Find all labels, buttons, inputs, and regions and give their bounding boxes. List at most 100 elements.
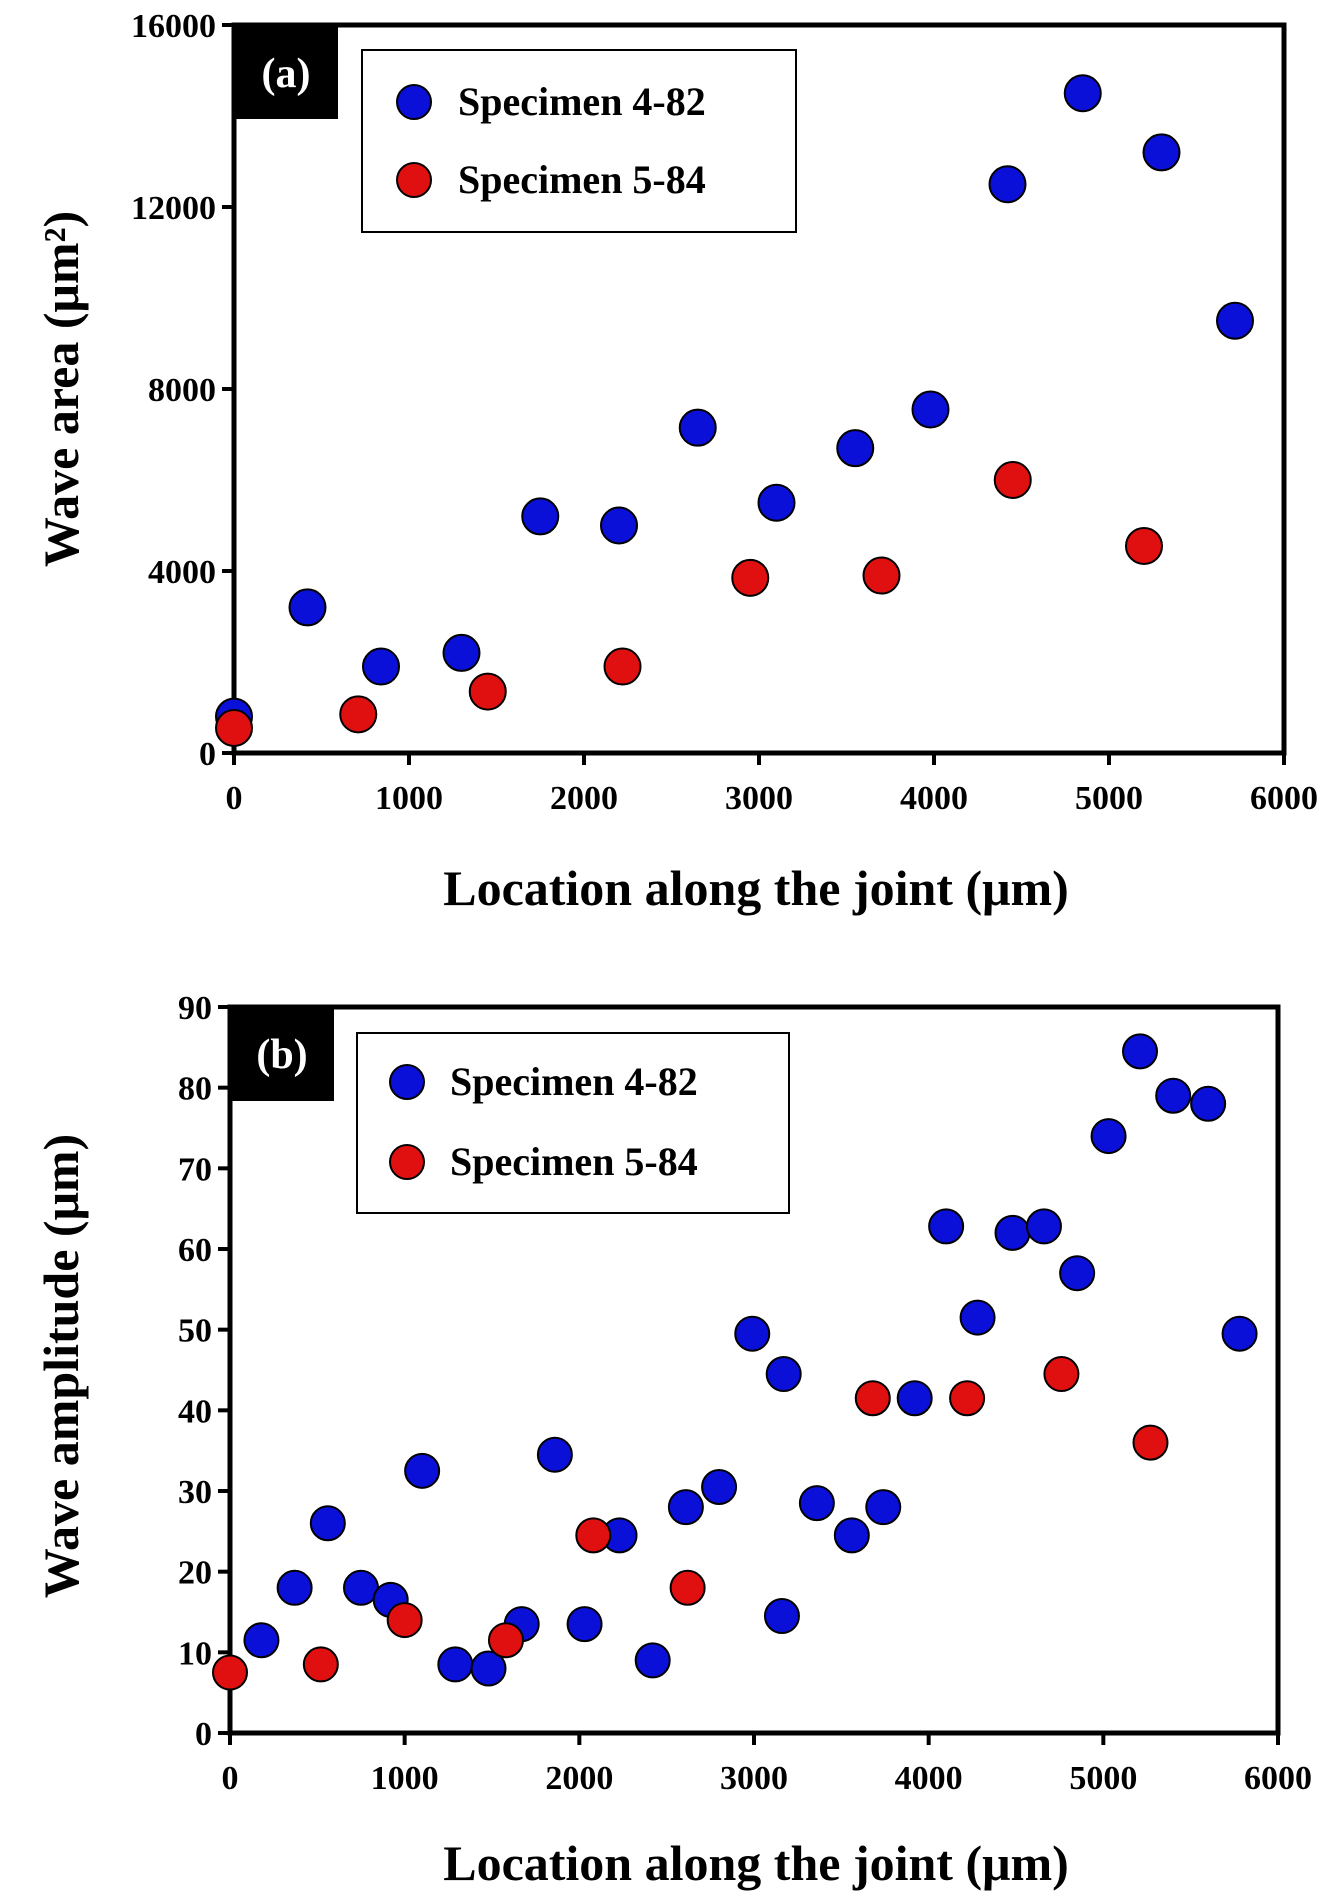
data-points-b [212, 1033, 1258, 1691]
x-tick-label-a: 2000 [550, 780, 618, 817]
data-point-specimen-5-84-a [215, 708, 253, 747]
data-point-specimen-4-82-b [437, 1646, 474, 1683]
x-tick-label-b: 2000 [545, 1760, 613, 1797]
y-axis-title-a: Wave area (μm²) [33, 211, 89, 567]
x-tick-label-b: 0 [222, 1760, 239, 1797]
y-tick-label-b: 20 [178, 1555, 212, 1592]
y-tick-label-b: 60 [178, 1232, 212, 1269]
tick-labels-b: 0 1000 2000 3000 4000 5000 6000 0 10 20 30 40 50 60 70… [178, 990, 1312, 1797]
data-point-specimen-4-82-b [833, 1517, 870, 1554]
data-point-specimen-5-84-b [487, 1622, 524, 1659]
y-tick-label-b: 10 [178, 1635, 212, 1672]
panel-label-box-b [230, 1007, 334, 1101]
y-tick-label-a: 0 [199, 736, 216, 773]
y-tick-label-a: 12000 [131, 190, 216, 227]
y-tick-label-b: 0 [195, 1716, 212, 1753]
x-tick-label-b: 1000 [371, 1760, 439, 1797]
x-tick-label-b: 3000 [720, 1760, 788, 1797]
data-point-specimen-5-84-b [1043, 1356, 1080, 1393]
data-point-specimen-4-82-a [678, 408, 717, 447]
data-point-specimen-4-82-a [836, 429, 875, 468]
data-point-specimen-5-84-b [386, 1602, 423, 1639]
x-axis-title-b: Location along the joint (μm) [443, 1835, 1069, 1891]
data-point-specimen-4-82-a [521, 497, 560, 536]
data-point-specimen-4-82-b [1122, 1033, 1159, 1070]
x-tick-label-a: 4000 [900, 780, 968, 817]
legend-box-a [361, 49, 797, 233]
legend-marker-specimen-4-82-b [389, 1064, 425, 1100]
data-point-specimen-4-82-b [959, 1299, 996, 1336]
data-point-specimen-4-82-b [896, 1380, 933, 1417]
panel-label-box-a [234, 25, 338, 119]
data-point-specimen-4-82-b [765, 1356, 802, 1393]
legend-marker-specimen-5-84-a [396, 162, 432, 198]
data-point-specimen-5-84-a [731, 558, 770, 597]
x-tick-label-b: 4000 [895, 1760, 963, 1797]
data-point-specimen-4-82-b [470, 1650, 507, 1687]
data-point-specimen-4-82-b [1025, 1208, 1062, 1245]
data-point-specimen-4-82-b [928, 1208, 965, 1245]
legend-label-specimen-5-84-a: Specimen 5-84 [458, 157, 706, 202]
legend-label-specimen-4-82-a: Specimen 4-82 [458, 79, 706, 124]
legend-label-specimen-4-82-b: Specimen 4-82 [450, 1059, 698, 1104]
data-point-specimen-4-82-b [1090, 1118, 1127, 1155]
data-point-specimen-4-82-a [988, 165, 1027, 204]
data-point-specimen-4-82-b [734, 1315, 771, 1352]
y-tick-label-b: 90 [178, 990, 212, 1027]
data-point-specimen-4-82-b [243, 1622, 280, 1659]
data-point-specimen-4-82-a [1063, 74, 1102, 113]
data-point-specimen-4-82-b [1221, 1315, 1258, 1352]
y-tick-label-b: 70 [178, 1151, 212, 1188]
data-point-specimen-5-84-a [1125, 526, 1163, 565]
data-point-specimen-4-82-a [600, 506, 638, 545]
y-axis-title-b: Wave amplitude (μm) [33, 1134, 89, 1598]
data-point-specimen-4-82-a [1142, 133, 1181, 172]
data-point-specimen-4-82-b [404, 1452, 441, 1489]
data-point-specimen-4-82-a [442, 633, 481, 672]
data-point-specimen-4-82-b [536, 1436, 573, 1473]
legend-label-specimen-5-84-b: Specimen 5-84 [450, 1139, 698, 1184]
legend-marker-specimen-4-82-a [396, 84, 432, 120]
data-point-specimen-5-84-a [339, 695, 378, 734]
y-tick-label-a: 4000 [148, 554, 216, 591]
data-point-specimen-4-82-a [362, 647, 400, 686]
legend-box-b [356, 1032, 790, 1214]
y-tick-label-b: 40 [178, 1393, 212, 1430]
data-point-specimen-5-84-b [575, 1517, 612, 1554]
data-point-specimen-4-82-b [798, 1485, 835, 1522]
legend-a: Specimen 4-82 Specimen 5-84 [361, 49, 797, 233]
data-point-specimen-5-84-b [302, 1646, 339, 1683]
data-point-specimen-5-84-b [949, 1380, 986, 1417]
y-tick-label-b: 80 [178, 1071, 212, 1108]
data-point-specimen-4-82-a [911, 390, 950, 429]
panel-label-a: (a) [262, 51, 311, 97]
data-point-specimen-4-82-b [865, 1489, 902, 1526]
data-point-specimen-4-82-b [1059, 1255, 1096, 1292]
data-point-specimen-4-82-a [1216, 301, 1254, 340]
data-point-specimen-4-82-b [566, 1606, 603, 1643]
data-point-specimen-4-82-b [276, 1569, 313, 1606]
data-point-specimen-5-84-a [862, 556, 901, 595]
data-point-specimen-5-84-a [468, 672, 507, 711]
data-points-a [215, 74, 1254, 747]
data-point-specimen-4-82-b [701, 1468, 738, 1505]
x-axis-title-a: Location along the joint (μm) [443, 860, 1069, 916]
x-tick-label-a: 1000 [375, 780, 443, 817]
y-tick-label-a: 8000 [148, 372, 216, 409]
data-point-specimen-5-84-b [854, 1380, 891, 1417]
legend-marker-specimen-5-84-b [389, 1144, 425, 1180]
data-point-specimen-4-82-b [1190, 1085, 1227, 1122]
data-point-specimen-5-84-a [993, 461, 1032, 499]
x-tick-label-b: 6000 [1244, 1760, 1312, 1797]
y-tick-label-b: 50 [178, 1313, 212, 1350]
x-tick-label-a: 6000 [1250, 780, 1318, 817]
data-point-specimen-4-82-a [757, 483, 796, 522]
legend-b: Specimen 4-82 Specimen 5-84 [356, 1032, 790, 1214]
data-point-specimen-5-84-b [669, 1569, 706, 1606]
panel-label-b: (b) [256, 1032, 307, 1078]
x-tick-label-a: 3000 [725, 780, 793, 817]
data-point-specimen-4-82-b [667, 1489, 704, 1526]
data-point-specimen-4-82-b [994, 1214, 1031, 1251]
data-point-specimen-4-82-a [288, 588, 327, 627]
